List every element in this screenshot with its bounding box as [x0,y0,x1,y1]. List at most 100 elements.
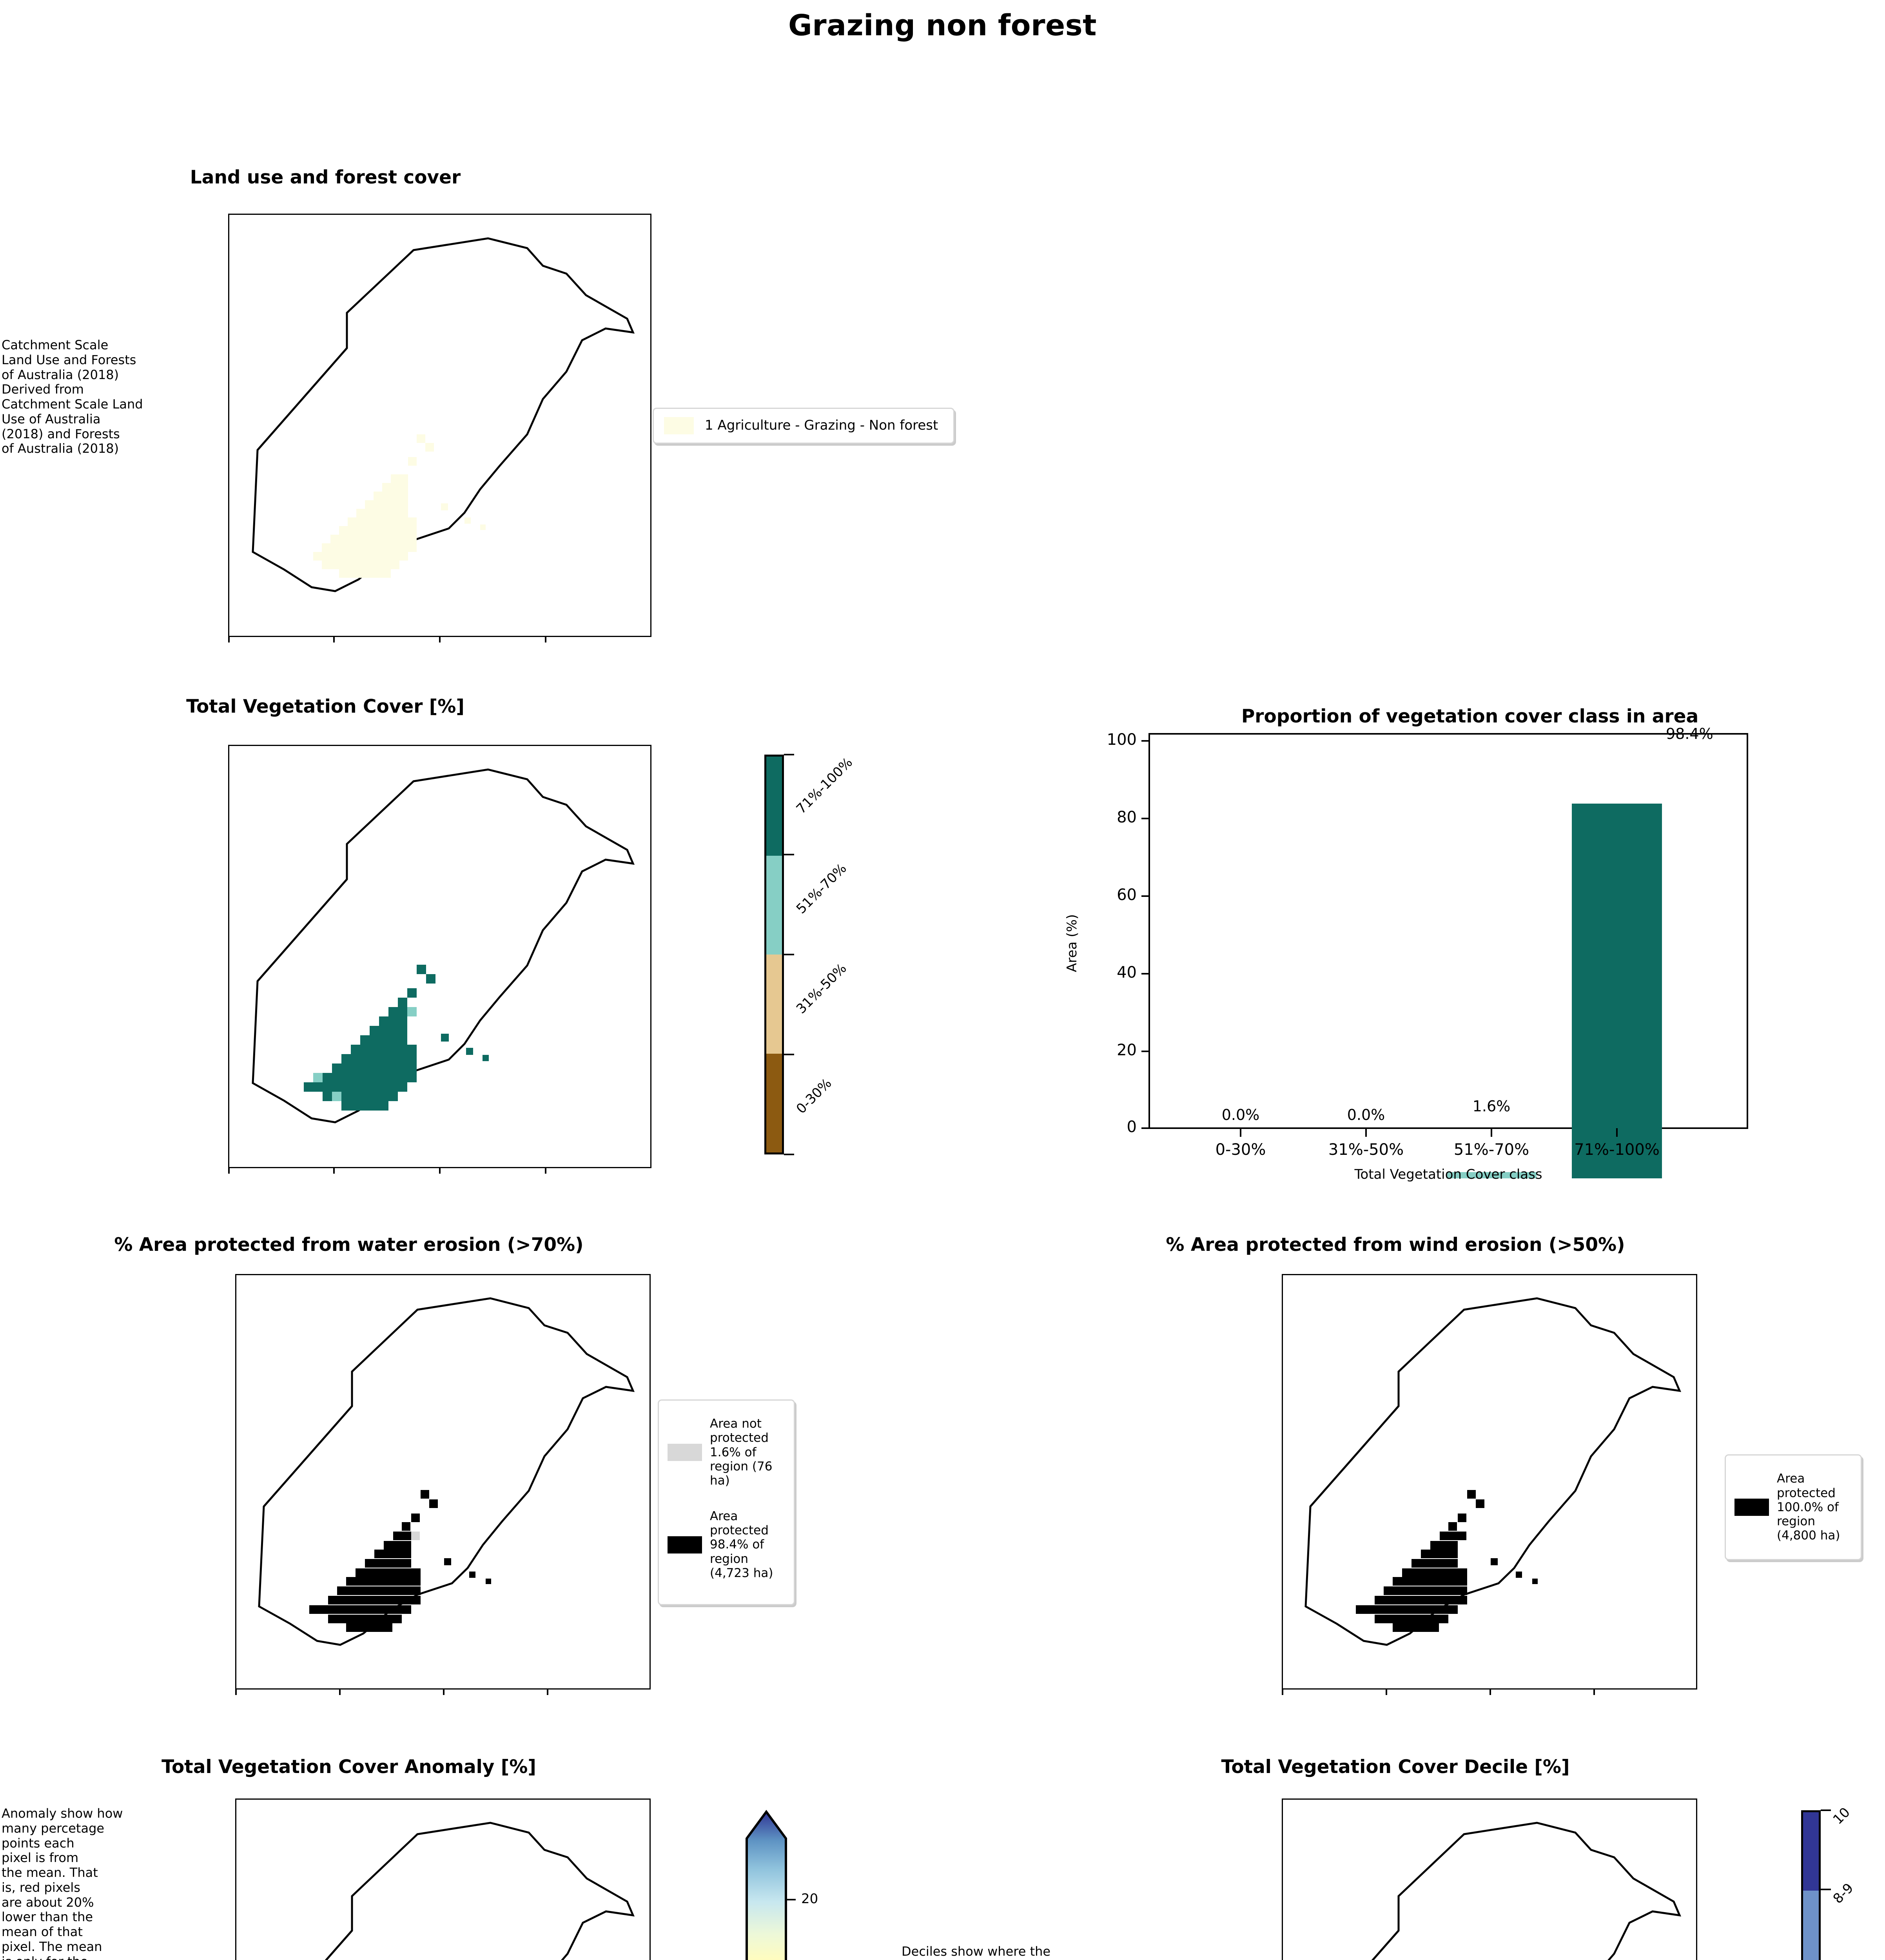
bar-value-51-70: 1.6% [1472,1098,1511,1115]
legend-swatch-area-protected-water [668,1536,702,1553]
page-title: Grazing non forest [788,9,1097,42]
bar-chart[interactable]: 100 80 60 40 20 0 Area (%) 0.0% 0.0% 1.6… [1064,725,1799,1182]
wind-erosion-pixels [1356,1490,1538,1632]
decile-colorbar: 10 8-9 4-7 2-3 1 [1782,1788,1885,1960]
x-tick [1616,1128,1618,1137]
map-tick [339,1690,341,1695]
colorbar-label-71-100: 71%-100% [793,755,856,817]
y-axis-label: Area (%) [1064,914,1080,972]
x-tick-label-51-70: 51%-70% [1453,1141,1529,1159]
x-tick [1240,1128,1241,1137]
veg-cover-panel-title: Total Vegetation Cover [%] [186,696,464,717]
y-tick [1141,973,1150,975]
decile-note: Deciles show where the pixel value lies … [902,1944,1051,1960]
decile-map-svg [1371,1822,1682,1960]
wind-erosion-legend: Area protected 100.0% of region (4,800 h… [1725,1454,1862,1560]
veg-cover-map[interactable] [228,745,651,1168]
bar-71-100[interactable] [1572,804,1662,1178]
colorbar-tick [1821,1809,1831,1811]
anomaly-colorbar-gradient [746,1809,787,1960]
legend-label-agriculture-grazing-non-forest: 1 Agriculture - Grazing - Non forest [705,417,938,434]
map-tick [545,1168,546,1174]
bar-chart-title: Proportion of vegetation cover class in … [1241,706,1699,727]
map-tick [235,1690,237,1695]
legend-label-area-protected-water: Area protected 98.4% of region (4,723 ha… [710,1509,773,1580]
decile-class-8-9 [1803,1891,1819,1960]
map-tick [545,637,546,642]
colorbar-class-0-30 [766,1053,782,1152]
water-erosion-pixels [309,1490,491,1632]
land-use-panel-title: Land use and forest cover [190,167,461,188]
decile-panel-title: Total Vegetation Cover Decile [%] [1221,1756,1570,1778]
y-tick [1141,895,1150,897]
legend-label-area-not-protected: Area not protected 1.6% of region (76 ha… [710,1417,773,1488]
colorbar-tick [784,954,794,955]
y-tick [1141,740,1150,742]
colorbar-label-0-30: 0-30% [793,1075,835,1117]
bar-value-0-30: 0.0% [1221,1106,1260,1123]
veg-cover-pixels [304,965,489,1111]
map-tick [439,1168,441,1174]
anomaly-map[interactable] [235,1798,651,1960]
water-erosion-legend: Area not protected 1.6% of region (76 ha… [658,1399,795,1605]
colorbar-class-31-50 [766,955,782,1054]
colorbar-class-51-70 [766,855,782,955]
veg-cover-colorbar: 71%-100% 51%-70% 31%-50% 0-30% [733,743,882,1170]
map-tick [1489,1690,1491,1695]
bar-51-70[interactable] [1446,1172,1537,1178]
y-tick-label-0: 0 [1127,1118,1137,1136]
water-erosion-panel-title: % Area protected from water erosion (>70… [114,1234,584,1256]
map-tick [333,637,335,642]
colorbar-tick [1821,1889,1831,1890]
colorbar-tick [786,1899,796,1900]
colorbar-label-51-70: 51%-70% [793,860,850,917]
map-tick [547,1690,548,1695]
y-tick-label-60: 60 [1117,886,1137,904]
decile-label-8-9: 8-9 [1830,1880,1857,1907]
colorbar-class-71-100 [766,757,782,856]
anomaly-panel-title: Total Vegetation Cover Anomaly [%] [161,1756,536,1778]
land-use-legend: 1 Agriculture - Grazing - Non forest [653,408,954,444]
y-tick-label-100: 100 [1107,731,1137,749]
x-tick-label-71-100: 71%-100% [1574,1141,1660,1159]
map-tick [228,637,230,642]
colorbar-tick [784,1154,794,1155]
y-tick-label-40: 40 [1117,964,1137,982]
map-tick [439,637,441,642]
map-tick [1593,1690,1595,1695]
map-tick [1282,1690,1283,1695]
colorbar-tick [784,754,794,755]
y-tick [1141,818,1150,819]
anomaly-map-svg [325,1822,635,1960]
veg-cover-map-svg [252,768,635,1123]
map-tick [228,1168,230,1174]
bar-value-31-50: 0.0% [1347,1106,1385,1123]
colorbar-label-31-50: 31%-50% [793,960,850,1017]
wind-erosion-map-svg [1304,1297,1682,1646]
decile-map[interactable] [1282,1798,1697,1960]
y-tick-label-20: 20 [1117,1041,1137,1059]
wind-erosion-panel-title: % Area protected from wind erosion (>50%… [1166,1234,1625,1256]
colorbar-tick-label-20: 20 [801,1891,818,1907]
map-tick [333,1168,335,1174]
land-use-map[interactable] [228,214,651,637]
x-axis-label: Total Vegetation Cover class [1354,1167,1542,1182]
y-tick [1141,1051,1150,1052]
water-erosion-map-svg [258,1297,635,1646]
legend-swatch-area-protected-wind [1734,1499,1769,1516]
decile-class-10 [1803,1812,1819,1891]
bar-value-71-100: 98.4% [1666,725,1713,742]
wind-erosion-map[interactable] [1282,1274,1697,1690]
y-tick-label-80: 80 [1117,808,1137,826]
legend-swatch-area-not-protected [668,1443,702,1461]
colorbar-tick [784,854,794,855]
y-tick [1141,1127,1150,1129]
land-use-map-svg [252,237,635,592]
x-tick-label-31-50: 31%-50% [1328,1141,1404,1159]
water-erosion-map[interactable] [235,1274,651,1690]
anomaly-note: Anomaly show how many percetage points e… [2,1806,123,1960]
anomaly-colorbar: 20 10 0 -10 -20 [737,1788,902,1960]
x-tick [1491,1128,1492,1137]
map-tick [443,1690,444,1695]
colorbar-tick [784,1054,794,1055]
